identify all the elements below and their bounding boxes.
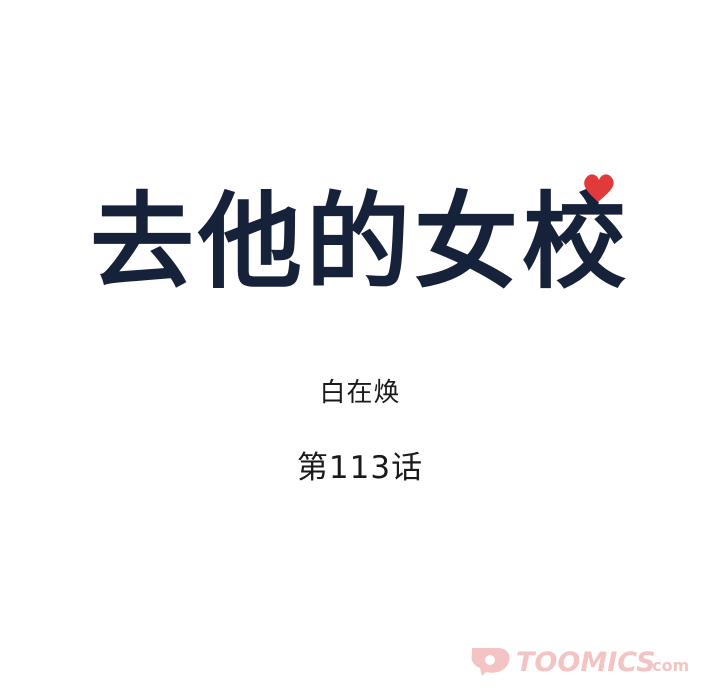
author-name: 白在焕 xyxy=(319,378,401,408)
toomics-watermark: TOOMICS .com xyxy=(471,646,689,679)
watermark-brand: TOOMICS xyxy=(516,647,656,678)
watermark-suffix: .com xyxy=(646,656,689,675)
comic-title-logo: 去他的女校 xyxy=(90,174,630,303)
comic-title: 去他的女校 xyxy=(90,181,630,303)
toomics-logo-icon xyxy=(471,648,510,676)
chapter-number: 第113话 xyxy=(296,450,424,486)
heart-icon xyxy=(584,174,614,202)
